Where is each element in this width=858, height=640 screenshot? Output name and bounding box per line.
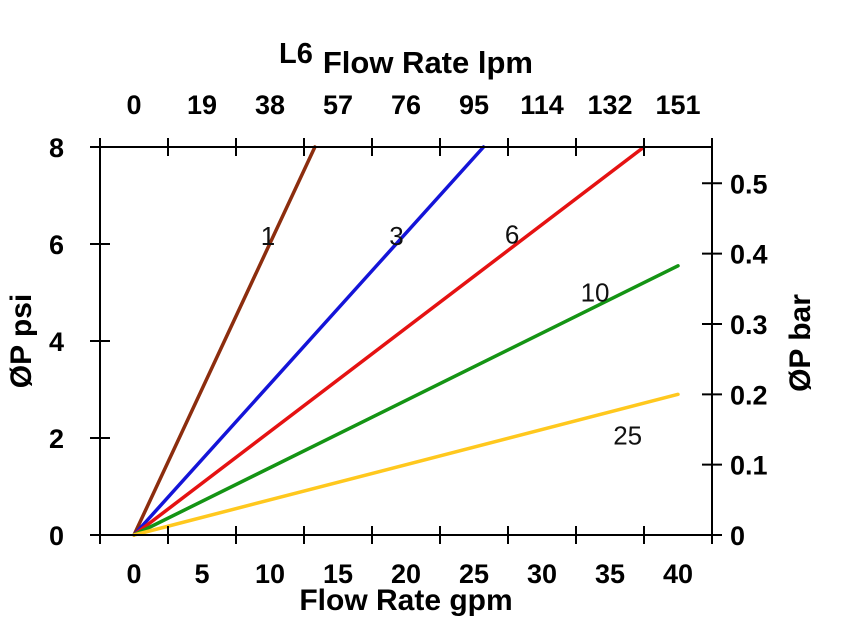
y-left-tick-label: 0 bbox=[49, 521, 64, 551]
x-bottom-tick-label: 10 bbox=[255, 559, 285, 589]
bottom-axis-title: Flow Rate gpm bbox=[299, 584, 513, 617]
x-bottom-tick-label: 15 bbox=[323, 559, 353, 589]
model-label: L6 bbox=[279, 38, 313, 70]
x-top-tick-label: 151 bbox=[655, 90, 700, 120]
x-bottom-tick-label: 35 bbox=[595, 559, 625, 589]
top-axis-title: Flow Rate lpm bbox=[322, 45, 533, 80]
series-label-10: 10 bbox=[581, 278, 610, 308]
y-left-tick-label: 8 bbox=[49, 133, 64, 163]
series-label-1: 1 bbox=[261, 221, 275, 251]
x-top-tick-label: 38 bbox=[255, 90, 285, 120]
y-left-tick-label: 2 bbox=[49, 424, 64, 454]
series-line-6 bbox=[132, 145, 646, 537]
series-line-10 bbox=[132, 264, 680, 537]
x-bottom-tick-label: 30 bbox=[527, 559, 557, 589]
y-right-tick-label: 0.5 bbox=[730, 169, 768, 199]
y-right-tick-label: 0.1 bbox=[730, 451, 768, 481]
series-label-6: 6 bbox=[505, 219, 519, 249]
x-bottom-tick-label: 40 bbox=[663, 559, 693, 589]
x-top-tick-label: 57 bbox=[323, 90, 353, 120]
x-top-tick-label: 19 bbox=[187, 90, 217, 120]
left-axis-title: ØP psi bbox=[5, 293, 38, 389]
x-top-tick-label: 76 bbox=[391, 90, 421, 120]
y-right-tick-label: 0.2 bbox=[730, 380, 768, 410]
x-top-tick-label: 132 bbox=[587, 90, 632, 120]
x-bottom-tick-label: 25 bbox=[459, 559, 489, 589]
x-top-tick-label: 0 bbox=[126, 90, 141, 120]
series-line-1 bbox=[132, 145, 317, 537]
x-bottom-tick-label: 5 bbox=[194, 559, 209, 589]
y-left-tick-label: 4 bbox=[49, 327, 64, 357]
y-right-tick-label: 0.4 bbox=[730, 240, 768, 270]
x-bottom-tick-label: 20 bbox=[391, 559, 421, 589]
y-left-tick-label: 6 bbox=[49, 230, 64, 260]
chart-title: L6 Flow Rate lpm bbox=[100, 39, 712, 80]
y-right-tick-label: 0.3 bbox=[730, 310, 768, 340]
y-right-tick-label: 0 bbox=[730, 521, 745, 551]
x-bottom-tick-label: 0 bbox=[126, 559, 141, 589]
series-line-25 bbox=[132, 392, 680, 537]
axis-box bbox=[99, 146, 713, 536]
series-label-3: 3 bbox=[389, 221, 403, 251]
x-top-tick-label: 95 bbox=[459, 90, 489, 120]
x-top-tick-label: 114 bbox=[520, 90, 564, 120]
right-axis-title: ØP bar bbox=[784, 294, 817, 392]
series-line-3 bbox=[132, 145, 486, 537]
series-label-25: 25 bbox=[613, 421, 642, 451]
